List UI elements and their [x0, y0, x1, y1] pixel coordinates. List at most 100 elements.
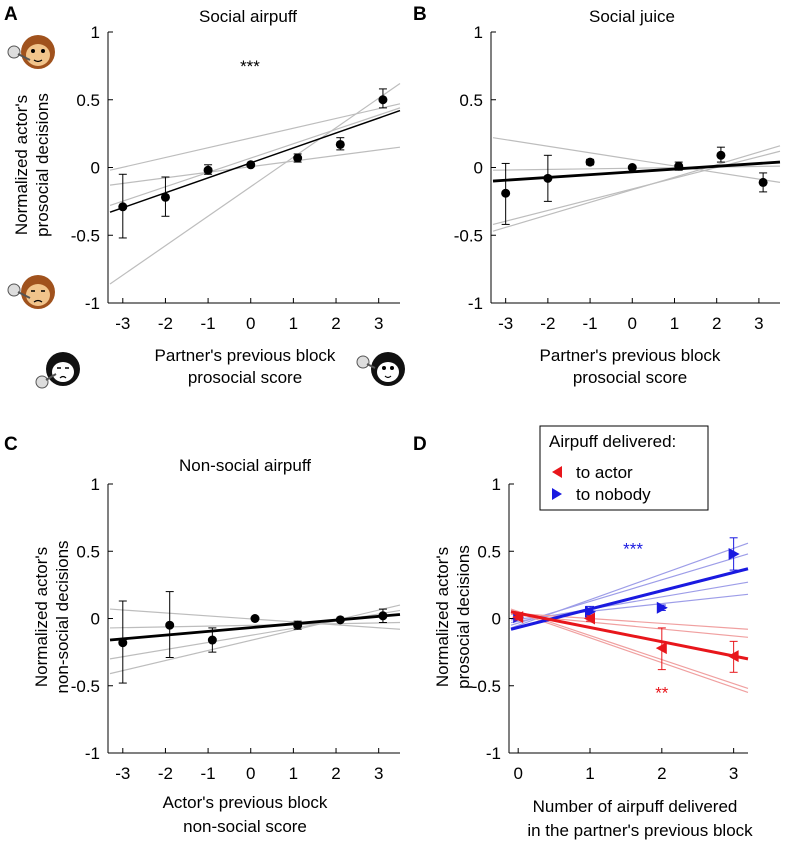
monkey-airpuff-icon [21, 275, 55, 309]
y-tick-label-a: 0 [91, 159, 100, 178]
regression-line-b [492, 160, 781, 183]
data-point-c [165, 620, 175, 630]
bootstrap-fit-line-c [109, 621, 401, 629]
legend-label-to-actor: to actor [576, 463, 633, 482]
x-label-line2-c: non-social score [183, 817, 307, 836]
dark-monkey-airpuff-icon [46, 352, 80, 386]
regression-line-c [109, 613, 401, 642]
x-label-line2-b: prosocial score [573, 368, 687, 387]
y-label-line1-c: Normalized actor's [32, 547, 51, 687]
panel-label-c: C [4, 434, 18, 455]
bootstrap-fit-line-to-actor [510, 612, 749, 630]
panel-label-d: D [413, 434, 427, 455]
data-marker-to-actor [655, 642, 667, 655]
legend: Airpuff delivered: to actor to nobody [539, 425, 709, 511]
x-label-line1-a: Partner's previous block [155, 346, 336, 365]
y-tick-label-c: -1 [85, 744, 100, 763]
y-tick-label-a: -1 [85, 294, 100, 313]
y-tick-label-a: -0.5 [71, 226, 100, 245]
y-tick-label-b: 1 [474, 23, 483, 42]
x-tick-label-b: -1 [583, 314, 598, 333]
y-tick-label-b: 0 [474, 159, 483, 178]
panel-label-a: A [4, 4, 18, 25]
y-tick-label-a: 1 [91, 23, 100, 42]
data-point-a [203, 165, 213, 175]
x-tick-label-d: 3 [729, 764, 738, 783]
plot-d: -1-0.500.510 1 2 3***** [472, 475, 749, 783]
data-point-b [585, 157, 595, 167]
y-axis-label-d: Normalized actor's prosocial decisions [433, 545, 473, 689]
data-point-c [118, 638, 128, 648]
x-tick-label-b: -3 [498, 314, 513, 333]
significance-a: *** [240, 57, 260, 76]
y-tick-label-c: 0.5 [76, 542, 100, 561]
airpuff-nozzle-icon [7, 283, 31, 299]
data-marker-to-actor [727, 650, 739, 663]
y-tick-label-c: 0 [91, 610, 100, 629]
x-tick-label-a: 2 [331, 314, 340, 333]
x-tick-label-d: 1 [585, 764, 594, 783]
x-tick-label-a: 3 [374, 314, 383, 333]
x-tick-label-c: -2 [158, 764, 173, 783]
data-marker-to-nobody [728, 547, 740, 560]
bootstrap-fit-line-a [109, 82, 401, 285]
data-marker-to-nobody [585, 605, 596, 618]
y-tick-label-d: 0.5 [477, 542, 501, 561]
chart-title-c: Non-social airpuff [179, 456, 311, 475]
x-tick-label-a: -3 [115, 314, 130, 333]
bootstrap-fit-line-to-actor [510, 609, 749, 694]
airpuff-nozzle-icon [356, 355, 376, 369]
y-axis-label-c: Normalized actor's non-social decisions [32, 540, 72, 693]
chart-title-a: Social airpuff [199, 7, 297, 26]
data-point-a [293, 153, 303, 163]
x-tick-label-b: 3 [754, 314, 763, 333]
x-tick-label-c: 0 [246, 764, 255, 783]
y-tick-label-d: 1 [492, 475, 501, 494]
data-point-c [250, 614, 260, 623]
y-tick-label-d: -1 [486, 744, 501, 763]
x-label-line1-d: Number of airpuff delivered [533, 797, 738, 816]
x-tick-label-d: 2 [657, 764, 666, 783]
airpuff-nozzle-icon [35, 373, 57, 389]
data-marker-to-nobody [656, 601, 668, 614]
data-point-b [716, 150, 726, 160]
panel-a: A Social airpuff *** Normalized actor's … [4, 4, 405, 389]
data-point-a [160, 192, 170, 202]
significance-to-actor: ** [655, 683, 669, 702]
x-tick-label-b: -2 [540, 314, 555, 333]
panel-c: C Non-social airpuff Normalized actor's … [4, 434, 328, 836]
panel-d: D Normalized actor's prosocial decisions… [413, 425, 753, 840]
y-tick-label-a: 0.5 [76, 91, 100, 110]
data-point-a [335, 139, 345, 149]
y-label-line2-c: non-social decisions [53, 540, 72, 693]
monkey-face-icon [21, 35, 55, 69]
x-label-line2-a: prosocial score [188, 368, 302, 387]
x-tick-label-c: -3 [115, 764, 130, 783]
x-label-line1-b: Partner's previous block [540, 346, 721, 365]
data-point-b [501, 188, 511, 198]
data-point-b [543, 173, 553, 183]
y-label-line1-d: Normalized actor's [433, 547, 452, 687]
data-marker-to-actor [512, 611, 524, 624]
data-point-a [246, 160, 256, 170]
legend-marker-to-actor [552, 466, 562, 478]
y-tick-label-c: 1 [91, 475, 100, 494]
x-tick-label-a: 0 [246, 314, 255, 333]
panel-b: B Social juice Partner's previous block … [413, 4, 721, 387]
airpuff-nozzle-icon [7, 45, 31, 61]
y-axis-label-a: Normalized actor's prosocial decisions [12, 93, 52, 237]
y-label-line1-a: Normalized actor's [12, 95, 31, 235]
chart-title-b: Social juice [589, 7, 675, 26]
y-tick-label-c: -0.5 [71, 677, 100, 696]
data-point-b [627, 163, 637, 172]
bootstrap-fit-line-a [109, 103, 401, 171]
x-label-line1-c: Actor's previous block [163, 793, 328, 812]
bootstrap-fit-line-c [109, 604, 401, 675]
bootstrap-fit-line-b [492, 150, 781, 225]
x-tick-label-b: 1 [670, 314, 679, 333]
x-tick-label-c: 3 [374, 764, 383, 783]
bootstrap-fit-line-b [492, 137, 781, 183]
bootstrap-fit-line-a [109, 107, 401, 207]
y-tick-label-d: 0 [492, 610, 501, 629]
